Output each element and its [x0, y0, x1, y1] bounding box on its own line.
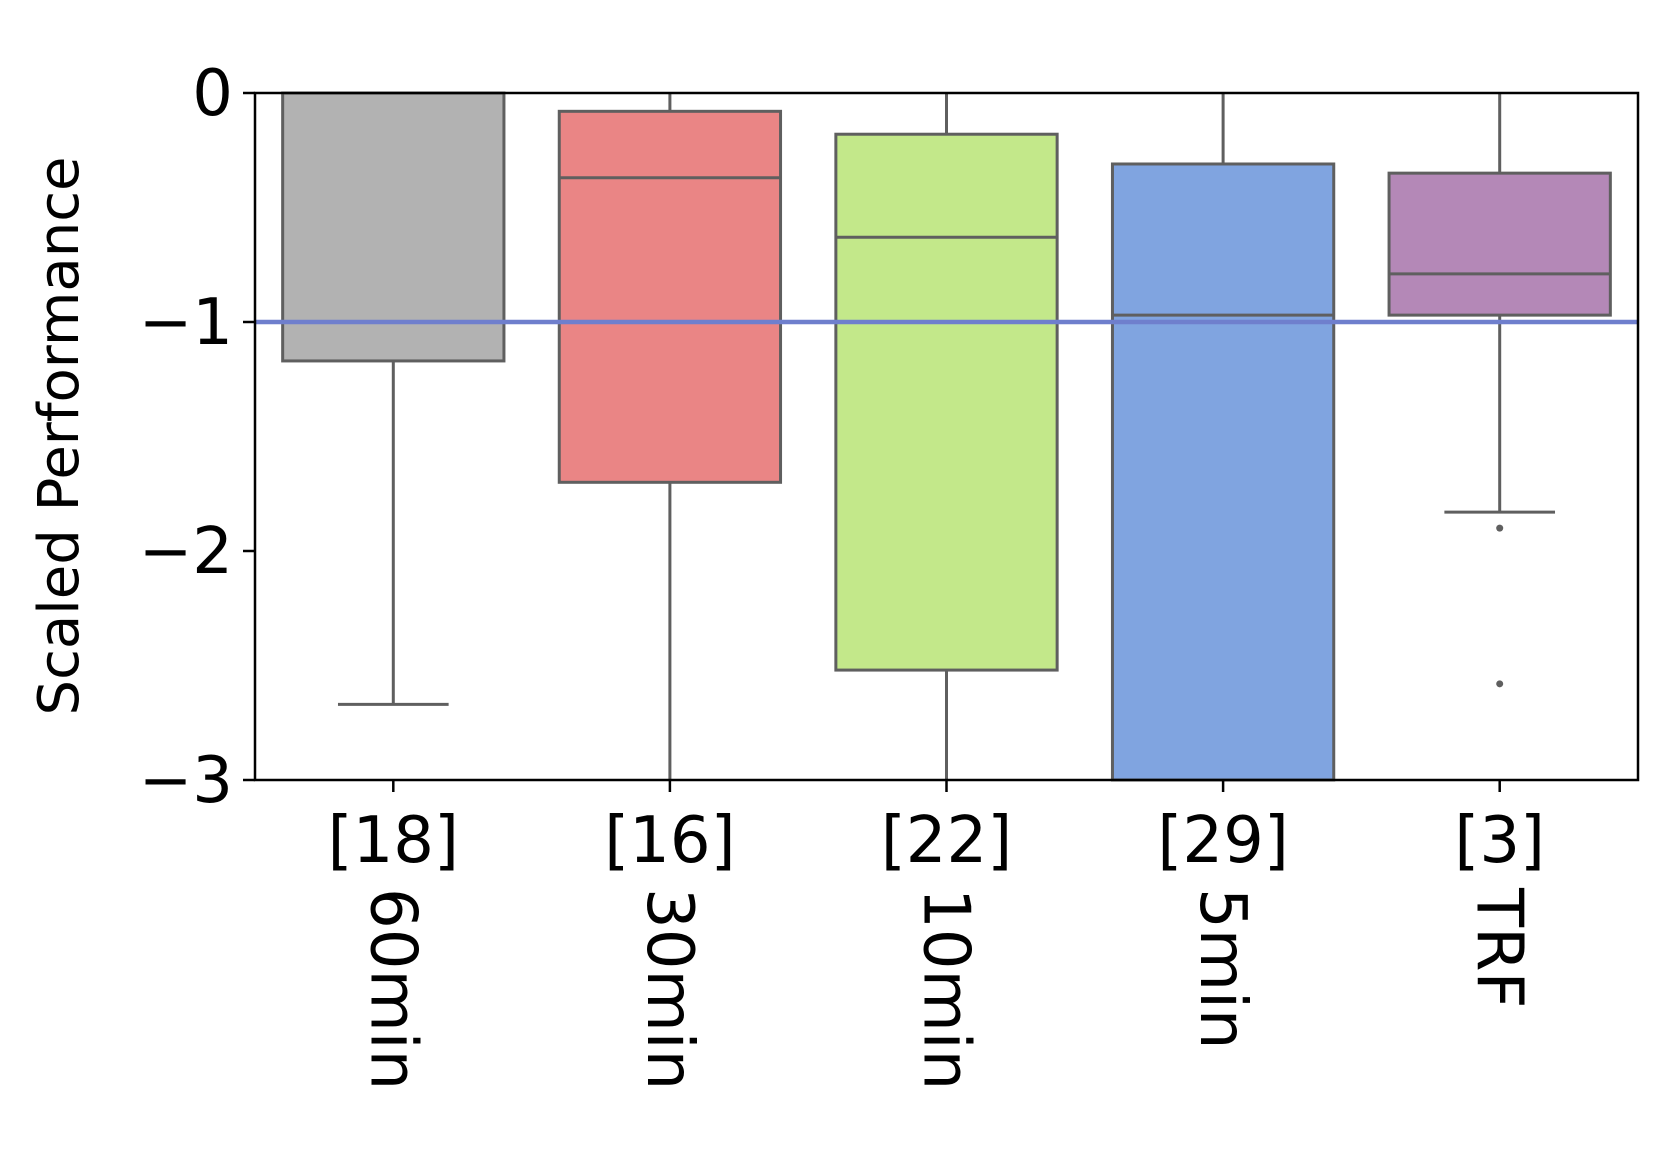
x-tick-category-label: 30min [632, 888, 706, 1090]
y-tick-label: −1 [139, 286, 233, 360]
y-tick-label: 0 [192, 57, 233, 131]
box-TRF [1387, 93, 1612, 688]
x-tick-count-label: [16] [604, 804, 735, 878]
box-body [557, 109, 783, 484]
x-tick-count-label: [3] [1454, 804, 1545, 878]
x-tick-category-label: 5min [1185, 888, 1259, 1049]
box-body [834, 132, 1059, 672]
boxes-layer [281, 91, 1612, 782]
y-axis: 0 −1 −2 −3 [139, 57, 255, 818]
box-5min [1110, 93, 1336, 782]
x-tick-category-label: 60min [355, 888, 429, 1090]
x-tick-count-label: [29] [1157, 804, 1288, 878]
box-body [281, 91, 506, 363]
box-10min [834, 93, 1059, 780]
y-axis-label: Scaled Performance [27, 157, 92, 716]
x-axis: [18] 60min [16] 30min [22] 10min [29] 5min [3] TR… [328, 780, 1545, 1090]
y-tick-label: −3 [139, 744, 233, 818]
box-body [1110, 162, 1336, 782]
box-30min [557, 93, 783, 780]
outlier-point [1496, 680, 1504, 688]
x-tick-category-label: TRF [1462, 887, 1536, 1008]
box-60min [281, 91, 506, 706]
x-tick-count-label: [22] [881, 804, 1012, 878]
x-tick-category-label: 10min [909, 888, 983, 1090]
outlier-point [1496, 524, 1504, 532]
y-tick-label: −2 [139, 515, 233, 589]
x-tick-count-label: [18] [328, 804, 459, 878]
box-body [1387, 171, 1612, 317]
